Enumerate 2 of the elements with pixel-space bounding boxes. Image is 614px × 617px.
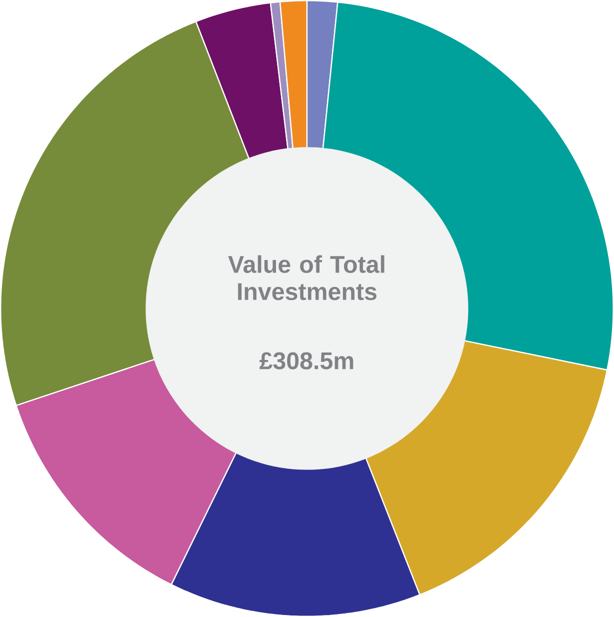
text: £308.5m (260, 352, 354, 370)
text: Value of Total Investments (228, 255, 384, 300)
